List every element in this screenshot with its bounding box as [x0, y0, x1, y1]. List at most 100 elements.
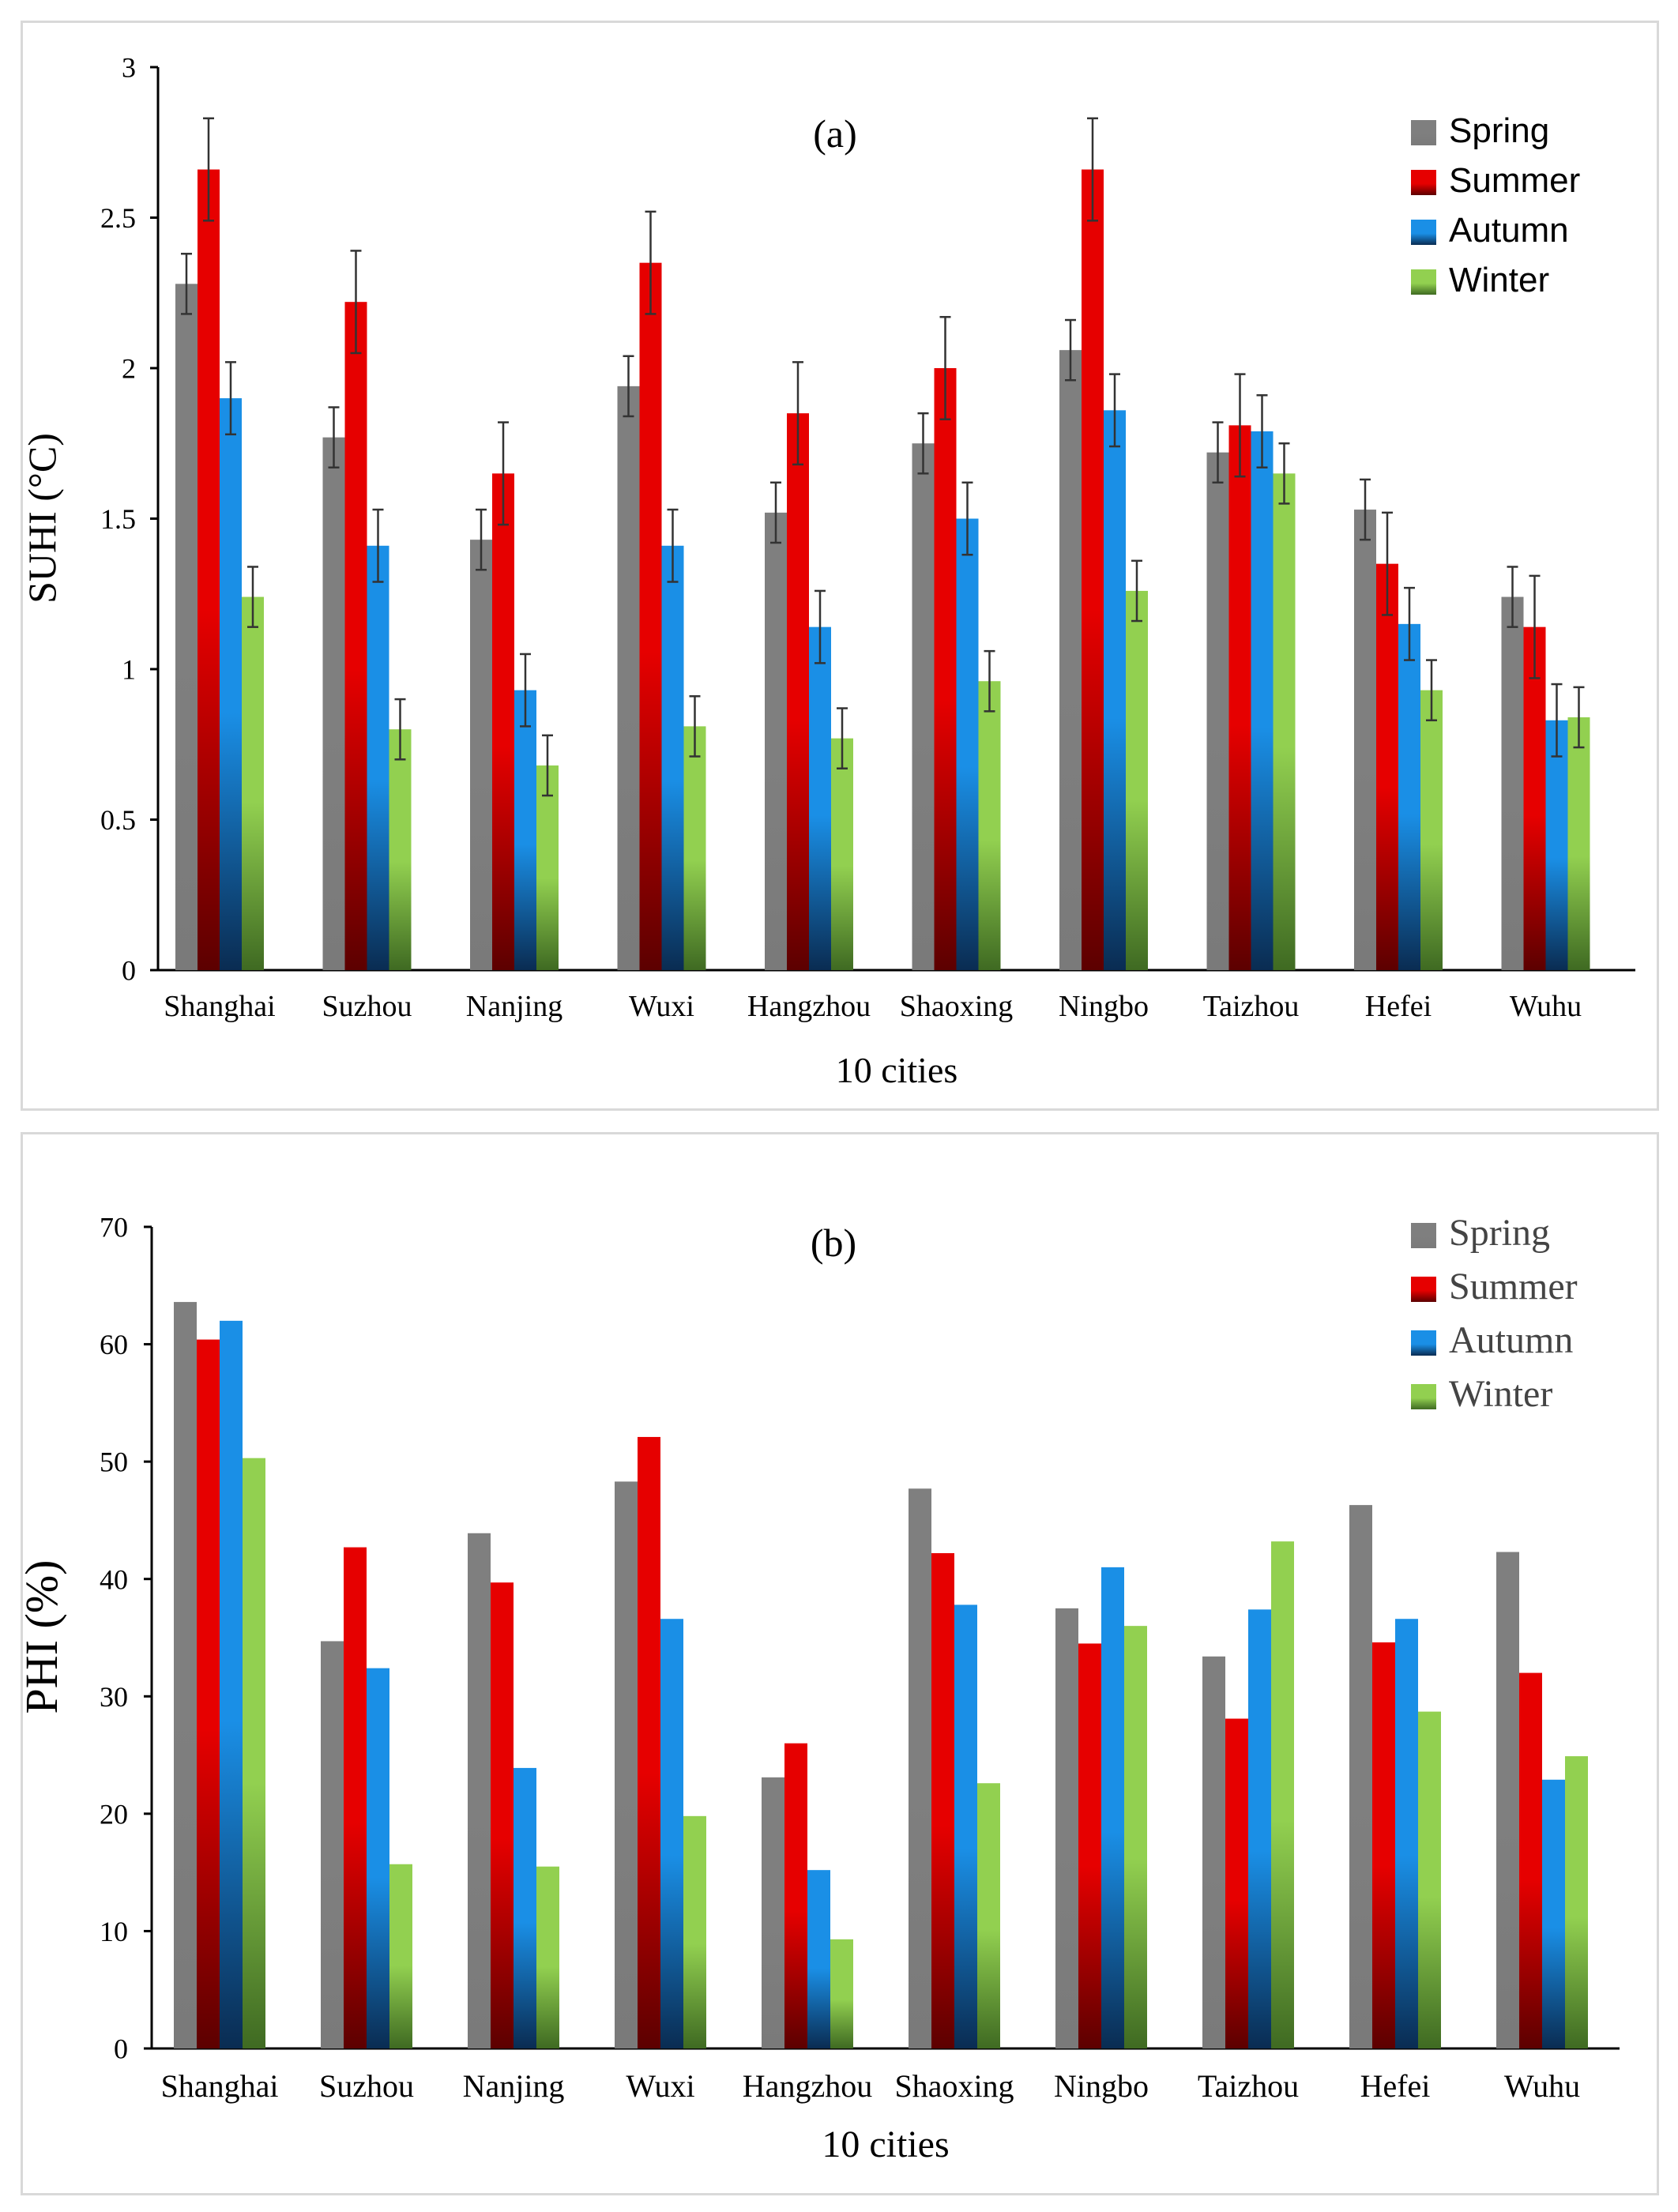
x-category-label: Hangzhou — [747, 990, 871, 1023]
bar-summer-shanghai — [197, 1339, 220, 2048]
error-bar-winter-shanghai — [247, 566, 258, 628]
x-category-label: Ningbo — [1059, 990, 1149, 1023]
bar-summer-wuhu — [1519, 1672, 1542, 2048]
legend-label-winter: Winter — [1449, 261, 1549, 299]
x-axis-title: 10 cities — [822, 2124, 949, 2165]
error-bar-winter-wuhu — [1573, 686, 1585, 749]
y-tick-label: 70 — [100, 1212, 128, 1243]
legend: Spring Summer Autumn Winter — [1411, 1212, 1578, 1415]
bar-winter-shaoxing — [978, 681, 1001, 970]
bar-autumn-ningbo — [1101, 1567, 1124, 2048]
x-category-label: Shanghai — [164, 990, 275, 1023]
bar-spring-ningbo — [1059, 350, 1082, 970]
bar-spring-hangzhou — [765, 512, 787, 970]
error-bar-winter-ningbo — [1131, 559, 1142, 623]
bar-spring-wuhu — [1496, 1552, 1519, 2048]
y-tick-label: 1.5 — [100, 503, 136, 535]
error-bar-spring-taizhou — [1212, 421, 1224, 484]
error-bar-summer-nanjing — [498, 421, 509, 526]
error-bar-summer-shanghai — [203, 117, 214, 222]
y-tick-label: 1 — [122, 654, 136, 686]
bar-spring-hefei — [1354, 510, 1376, 970]
bar-autumn-suzhou — [367, 545, 389, 970]
y-tick-label: 10 — [100, 1916, 128, 1947]
bar-autumn-taizhou — [1248, 1609, 1271, 2048]
bar-winter-wuxi — [683, 726, 706, 970]
y-axis-title: SUHI (°C) — [20, 433, 64, 604]
error-bar-spring-suzhou — [328, 406, 340, 468]
bar-winter-taizhou — [1271, 1541, 1294, 2048]
error-bar-winter-hangzhou — [837, 707, 848, 769]
bar-summer-hangzhou — [784, 1743, 807, 2048]
bar-autumn-shaoxing — [956, 518, 979, 970]
bar-autumn-nanjing — [514, 1767, 536, 2048]
bar-winter-hangzhou — [830, 1939, 853, 2048]
y-tick-label: 40 — [100, 1563, 128, 1595]
bar-winter-shanghai — [243, 1458, 265, 2048]
x-category-label: Shaoxing — [894, 2068, 1014, 2104]
error-bar-spring-shaoxing — [917, 412, 929, 475]
bar-summer-wuxi — [638, 1436, 660, 2048]
bar-summer-suzhou — [344, 1547, 367, 2048]
bar-autumn-shanghai — [220, 398, 242, 971]
y-tick-label: 0 — [122, 955, 136, 987]
y-tick-label: 0.5 — [100, 804, 136, 836]
bar-autumn-shaoxing — [954, 1604, 977, 2048]
bar-spring-ningbo — [1055, 1608, 1078, 2048]
error-bar-winter-suzhou — [394, 698, 406, 761]
bar-spring-taizhou — [1202, 1656, 1225, 2048]
error-bar-winter-hefei — [1426, 659, 1437, 722]
x-category-label: Wuhu — [1510, 990, 1582, 1023]
legend-swatch-spring — [1411, 120, 1436, 145]
error-bar-summer-taizhou — [1234, 373, 1246, 478]
error-bar-autumn-nanjing — [520, 653, 531, 728]
bar-summer-wuxi — [639, 262, 662, 970]
x-category-label: Nanjing — [466, 990, 562, 1023]
error-bar-spring-hangzhou — [770, 481, 781, 544]
bar-summer-nanjing — [492, 473, 514, 970]
bar-spring-shaoxing — [912, 443, 935, 970]
x-category-label: Suzhou — [322, 990, 412, 1023]
bar-winter-shanghai — [242, 596, 264, 970]
error-bar-summer-ningbo — [1087, 117, 1098, 222]
bar-autumn-ningbo — [1104, 410, 1126, 970]
error-bar-spring-hefei — [1360, 478, 1371, 541]
y-tick-label: 3 — [122, 52, 136, 84]
bar-autumn-shanghai — [220, 1320, 243, 2048]
bar-autumn-wuxi — [660, 1619, 683, 2048]
bar-spring-wuxi — [615, 1481, 638, 2048]
x-category-label: Shanghai — [161, 2068, 279, 2104]
legend-swatch-summer — [1411, 170, 1436, 195]
bar-summer-ningbo — [1078, 1643, 1101, 2048]
bar-winter-ningbo — [1124, 1626, 1147, 2048]
bar-autumn-hefei — [1395, 1619, 1418, 2048]
panel-label: (a) — [813, 111, 857, 156]
bar-autumn-hefei — [1398, 623, 1420, 970]
x-category-label: Ningbo — [1054, 2068, 1149, 2104]
y-tick-label: 20 — [100, 1798, 128, 1830]
x-category-label: Wuxi — [629, 990, 694, 1023]
bar-autumn-taizhou — [1251, 431, 1274, 970]
bar-summer-shaoxing — [931, 1553, 954, 2048]
phi-bar-chart: 0 10 20 30 40 50 60 70 Shanghai Suzhou Nanjing Wuxi… — [16, 1212, 1620, 2165]
bar-summer-suzhou — [344, 302, 367, 970]
error-bar-winter-shaoxing — [984, 649, 995, 713]
bar-spring-wuxi — [617, 386, 640, 970]
bar-spring-suzhou — [321, 1641, 344, 2048]
bar-autumn-wuhu — [1542, 1779, 1565, 2048]
bar-autumn-hangzhou — [809, 626, 831, 970]
error-bar-winter-wuxi — [689, 695, 701, 758]
legend-label-summer: Summer — [1449, 1266, 1578, 1307]
legend-swatch-summer — [1411, 1277, 1436, 1302]
bar-winter-suzhou — [389, 1864, 412, 2048]
bar-summer-taizhou — [1228, 425, 1251, 970]
y-axis-title: PHI (%) — [16, 1560, 67, 1714]
bar-winter-taizhou — [1273, 473, 1296, 970]
bar-spring-nanjing — [468, 1533, 491, 2048]
legend-label-autumn: Autumn — [1449, 211, 1569, 250]
legend-label-summer: Summer — [1449, 161, 1580, 200]
bar-winter-hangzhou — [831, 738, 853, 970]
bar-spring-wuhu — [1501, 596, 1524, 970]
legend-swatch-spring — [1411, 1223, 1436, 1248]
